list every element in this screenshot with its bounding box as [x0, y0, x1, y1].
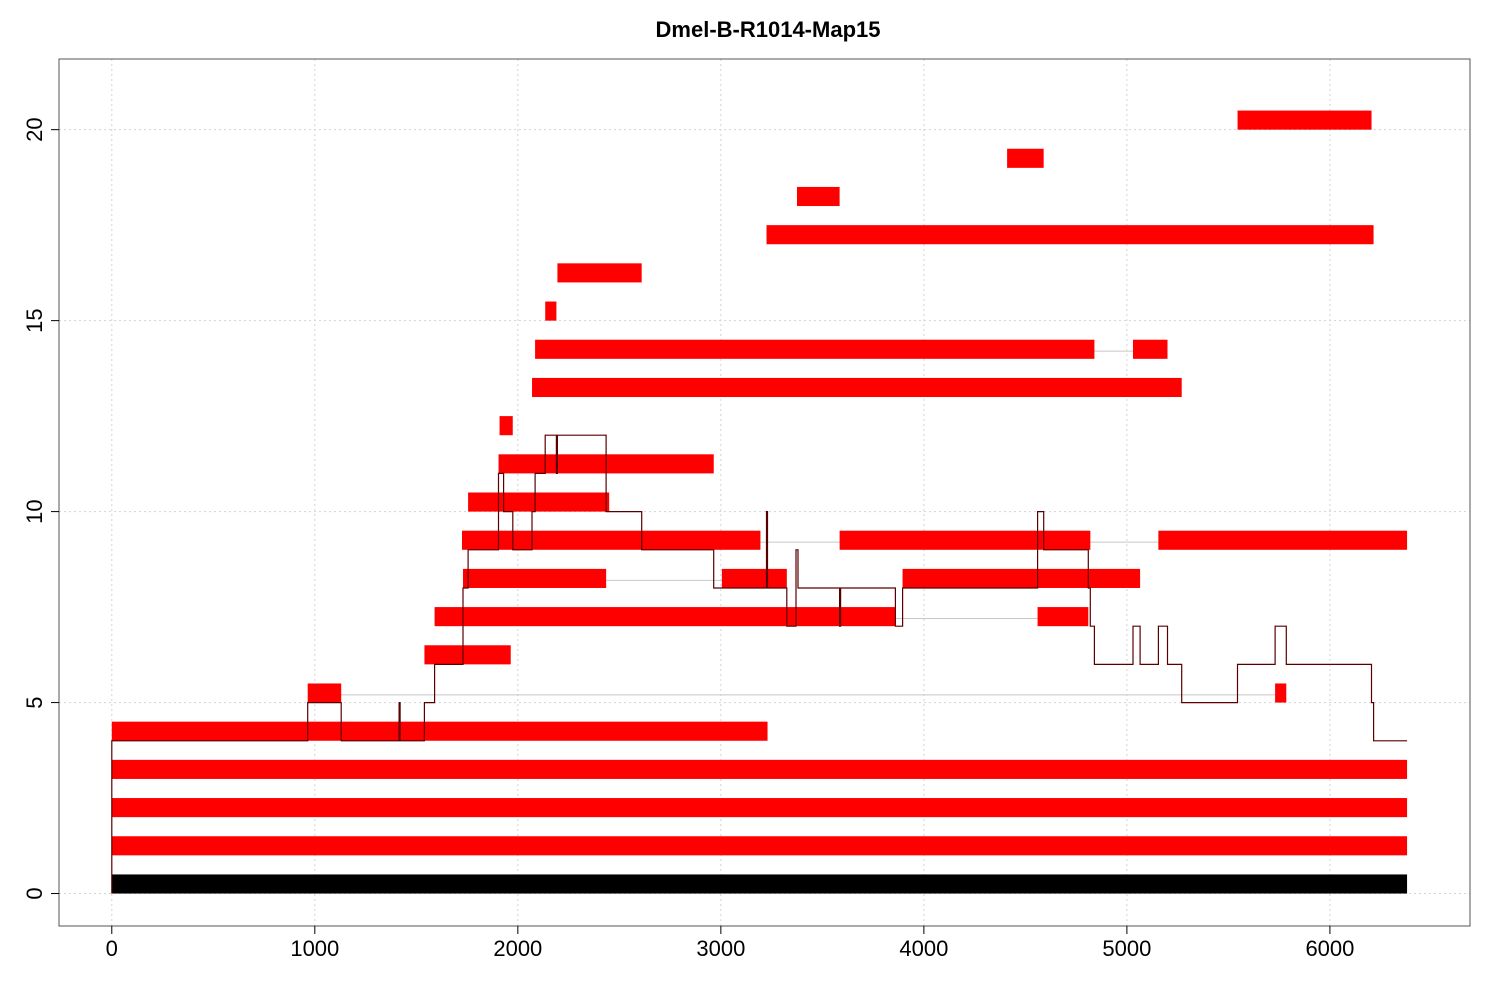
segment-bar — [557, 263, 642, 283]
segment-bar — [839, 530, 1091, 550]
x-tick-label: 3000 — [696, 936, 745, 961]
y-tick-label: 10 — [22, 499, 47, 523]
y-tick-label: 15 — [22, 308, 47, 332]
coverage-line — [111, 434, 1408, 894]
segment-bar — [499, 416, 513, 436]
coverage-line — [111, 434, 1408, 894]
y-tick-label: 0 — [22, 887, 47, 899]
segment-bar — [1007, 148, 1044, 168]
segment-bar — [111, 759, 1408, 779]
segment-bar — [111, 836, 1408, 856]
segment-bar — [111, 721, 768, 741]
segment-bar — [424, 645, 511, 665]
x-tick-label: 1000 — [290, 936, 339, 961]
segment-bar — [796, 186, 840, 207]
x-tick-label: 0 — [106, 936, 118, 961]
segment-bar — [532, 377, 1182, 398]
chart-title: Dmel-B-R1014-Map15 — [656, 17, 881, 42]
segment-bar — [111, 798, 1408, 818]
x-tick-label: 6000 — [1305, 936, 1354, 961]
x-tick-label: 2000 — [493, 936, 542, 961]
y-tick-label: 20 — [22, 117, 47, 141]
grid-lines — [59, 59, 1470, 926]
segment-bar — [535, 339, 1095, 359]
segment-links — [341, 350, 1276, 696]
segment-bar — [1132, 339, 1168, 359]
segment-bar — [1158, 530, 1408, 550]
segment-bar — [434, 607, 896, 627]
x-tick-label: 5000 — [1102, 936, 1151, 961]
base-bar — [111, 874, 1408, 894]
x-tick-label: 4000 — [899, 936, 948, 961]
segment-bar — [545, 301, 557, 321]
segment-bar — [1237, 110, 1372, 130]
segment-bar — [1037, 607, 1089, 627]
segment-bar — [468, 492, 610, 512]
axes: 0 1000 2000 3000 4000 5000 6000 0 5 10 15 20 — [22, 117, 1354, 961]
segment-bar — [902, 568, 1141, 588]
y-tick-label: 5 — [22, 696, 47, 708]
segment-bar — [307, 683, 342, 703]
segment-bars — [111, 110, 1408, 894]
segment-bar — [1275, 683, 1287, 703]
plot-frame — [58, 58, 1471, 927]
segment-bar — [721, 568, 787, 588]
segment-bar — [461, 530, 761, 550]
segment-bar — [766, 225, 1374, 245]
segment-bar — [463, 568, 607, 588]
